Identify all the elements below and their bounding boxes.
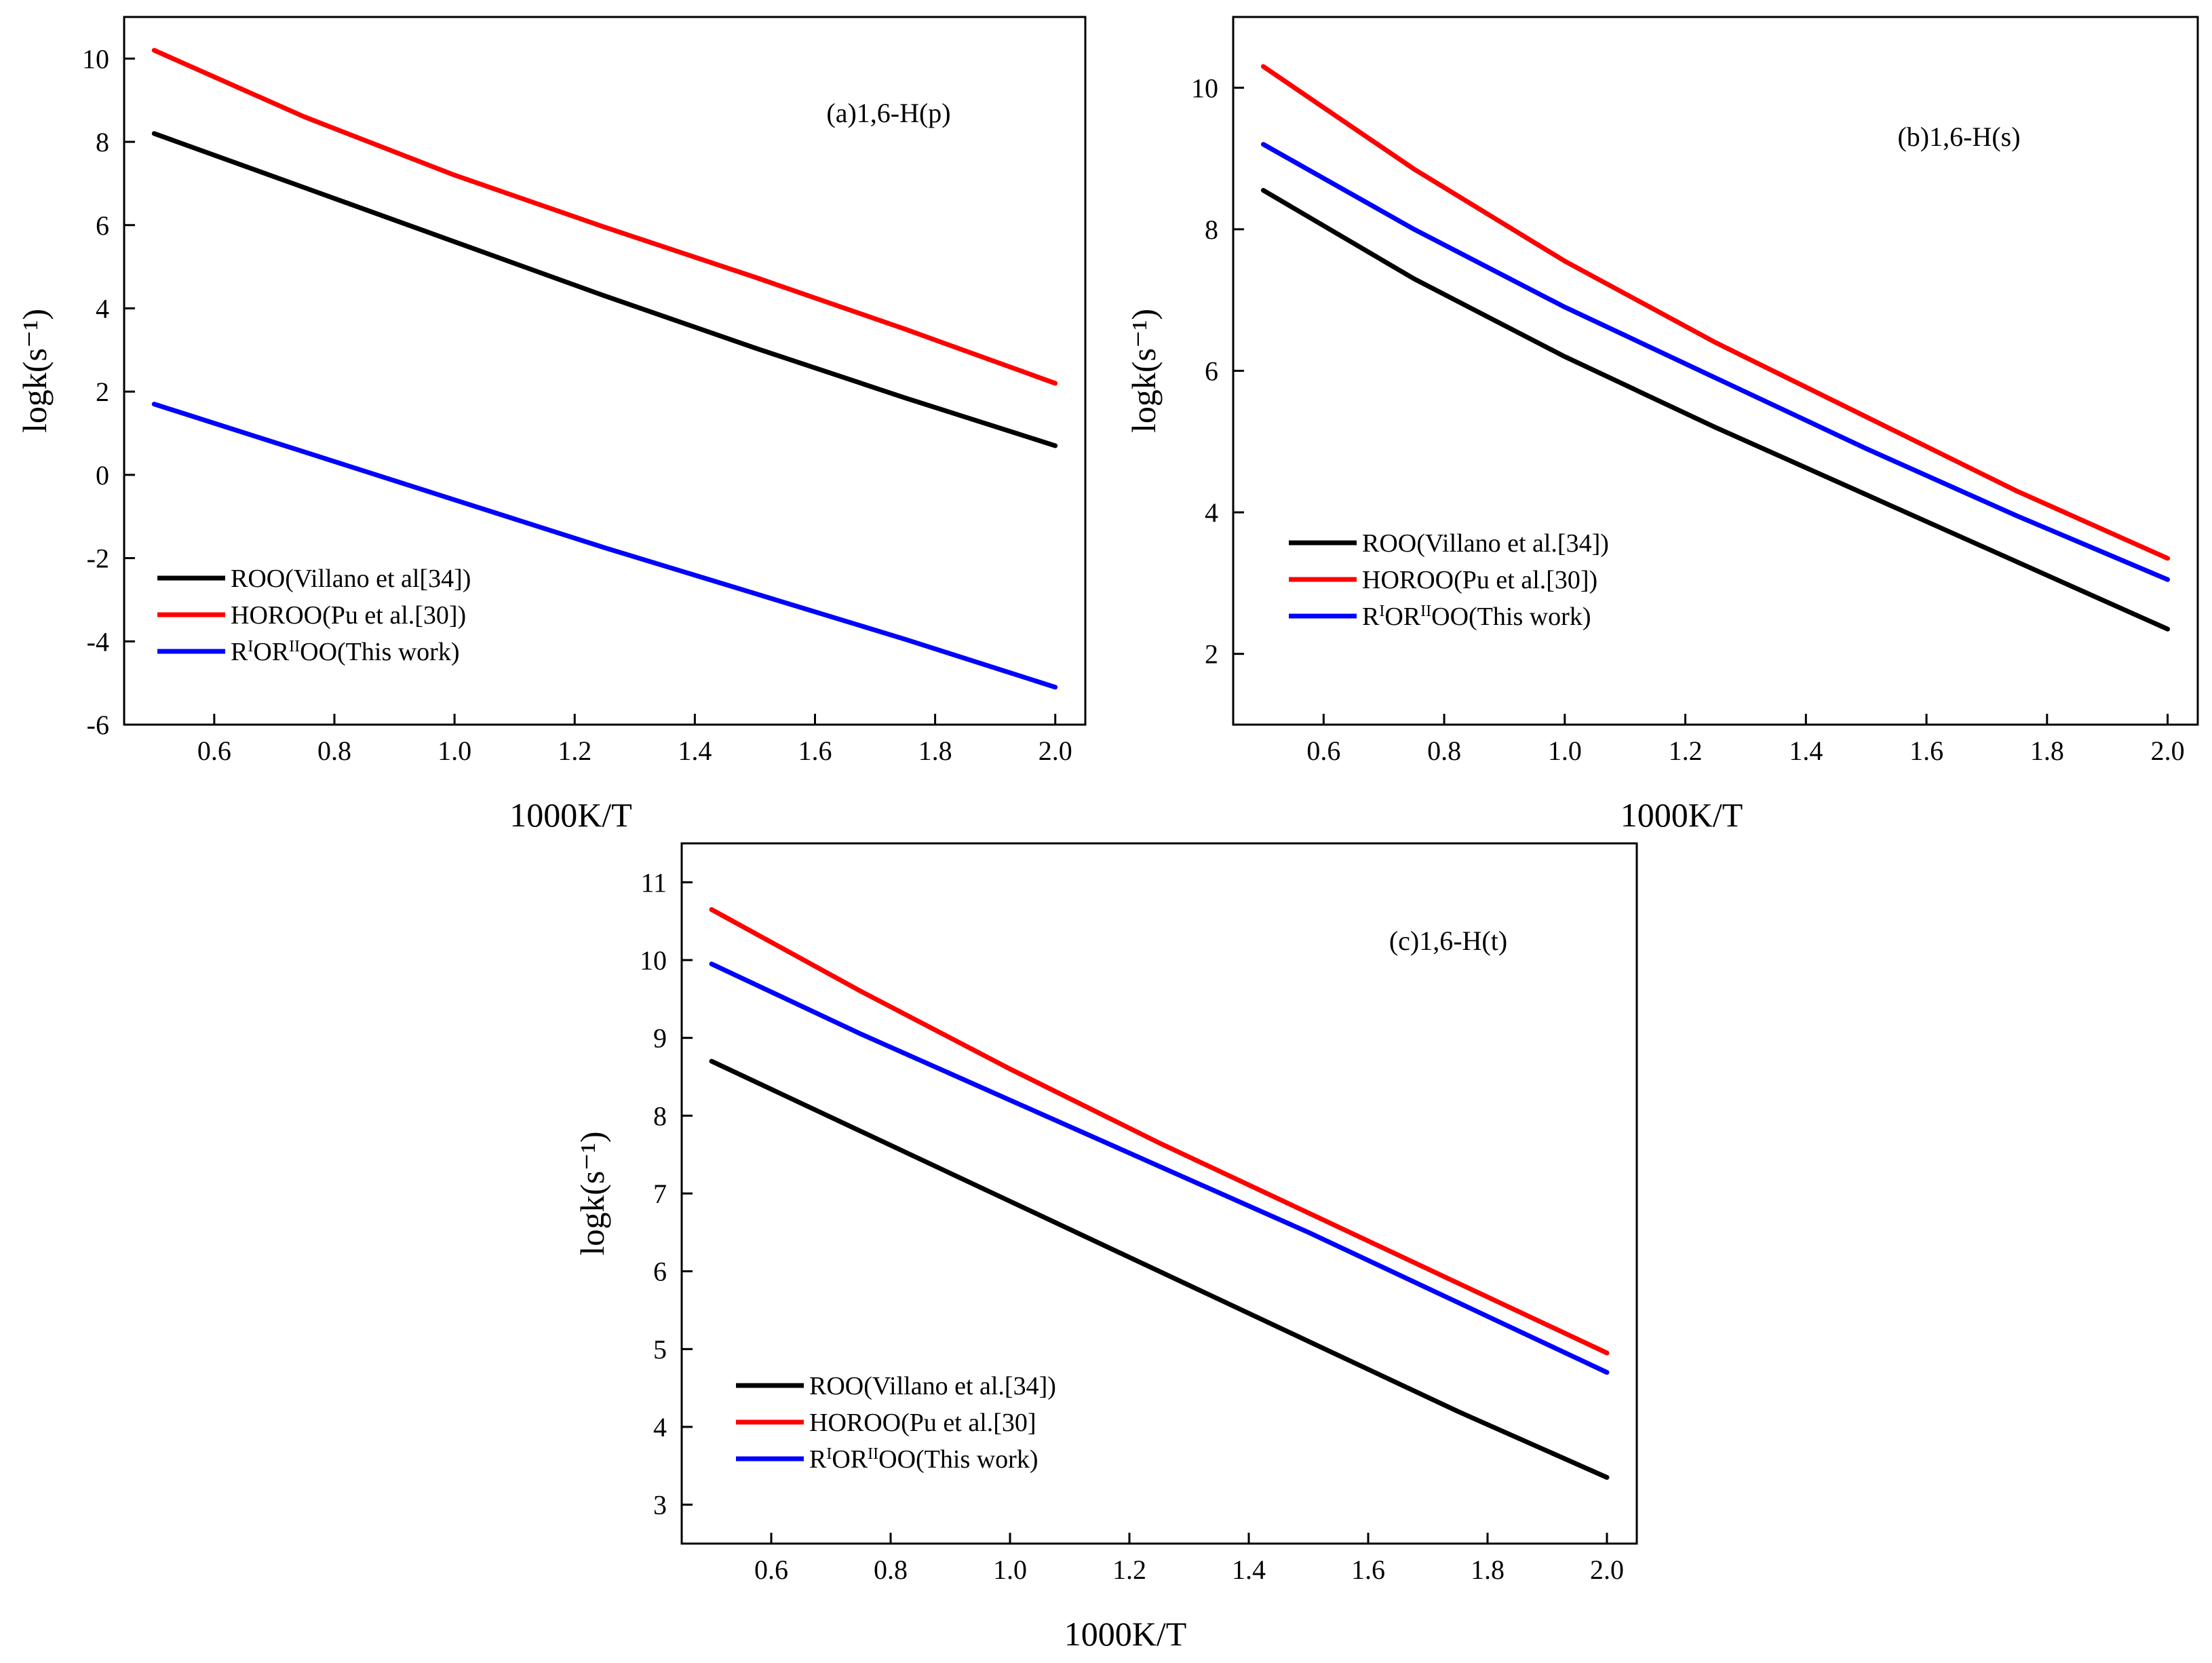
- y-tick-label: -4: [87, 626, 109, 657]
- x-tick-label: 0.6: [197, 735, 231, 766]
- x-tick-label: 1.6: [1351, 1554, 1385, 1585]
- x-tick-label: 1.8: [2030, 735, 2064, 766]
- x-tick-label: 1.6: [798, 735, 832, 766]
- y-tick-label: 3: [653, 1490, 667, 1521]
- panel-annotation: (b)1,6-H(s): [1897, 121, 2020, 152]
- legend-label-1: ROO(Villano et al.[34]): [809, 1372, 1056, 1400]
- x-tick-label: 0.6: [754, 1554, 788, 1585]
- y-tick-label: 9: [653, 1023, 667, 1054]
- x-tick-label: 1.6: [1909, 735, 1943, 766]
- x-tick-label: 1.8: [918, 735, 952, 766]
- x-tick-label: 0.8: [1427, 735, 1461, 766]
- x-tick-label: 1.2: [558, 735, 591, 766]
- x-axis-title: 1000K/T: [509, 796, 632, 834]
- y-tick-label: 4: [96, 293, 109, 324]
- legend-label-2: HOROO(Pu et al.[30]): [1362, 566, 1597, 594]
- y-tick-label: 4: [1205, 497, 1218, 528]
- series-line-2: [709, 907, 1610, 1356]
- series-line-3: [151, 402, 1058, 690]
- y-tick-label: 6: [96, 210, 109, 241]
- x-tick-label: 0.8: [317, 735, 351, 766]
- y-tick-label: 8: [1205, 214, 1218, 245]
- series-line-3: [709, 961, 1610, 1375]
- series-line-3: [1260, 142, 2171, 582]
- x-axis-title: 1000K/T: [1064, 1615, 1187, 1653]
- series-line-1: [1260, 188, 2171, 632]
- y-axis-title: logk(s⁻¹): [1125, 309, 1163, 433]
- legend-label-3: RIORIIOO(This work): [1362, 603, 1591, 631]
- legend-label-3: RIORIIOO(This work): [231, 638, 460, 666]
- x-tick-label: 2.0: [1039, 735, 1072, 766]
- x-tick-label: 1.4: [1789, 735, 1823, 766]
- chart-panel-c: 0.6 0.8 1.0 1.2 1.4 1.6 1.8 2.0 3 4 5 6 7 8 9 10 11 1000K…: [573, 842, 1638, 1653]
- y-tick-label: 2: [96, 377, 109, 407]
- y-axis-title: logk(s⁻¹): [573, 1131, 611, 1255]
- legend-label-2: HOROO(Pu et al.[30]): [231, 601, 466, 630]
- legend-label-2: HOROO(Pu et al.[30]: [809, 1409, 1036, 1437]
- chart-panel-b: 0.6 0.8 1.0 1.2 1.4 1.6 1.8 2.0 2 4 6 8 10 1000K/T log…: [1125, 16, 2199, 834]
- legend-label-1: ROO(Villano et al[34]): [231, 565, 471, 593]
- y-tick-label: -6: [87, 710, 109, 740]
- panel-annotation: (a)1,6-H(p): [826, 98, 950, 128]
- x-tick-label: 1.4: [1232, 1554, 1266, 1585]
- x-tick-label: 2.0: [1590, 1554, 1624, 1585]
- y-tick-label: 4: [653, 1412, 667, 1442]
- y-tick-label: 11: [640, 867, 667, 898]
- x-tick-label: 1.0: [438, 735, 471, 766]
- panel-annotation: (c)1,6-H(t): [1389, 925, 1507, 956]
- y-tick-label: 8: [653, 1101, 667, 1131]
- chart-panel-a: 0.6 0.8 1.0 1.2 1.4 1.6 1.8 2.0 -6 -4 -2 0 2 4 6 8 10 100…: [16, 16, 1087, 834]
- y-tick-label: 0: [96, 460, 109, 491]
- y-tick-label: 6: [653, 1257, 667, 1287]
- y-tick-label: 2: [1205, 639, 1218, 670]
- x-tick-label: 0.6: [1306, 735, 1340, 766]
- x-tick-label: 1.2: [1669, 735, 1703, 766]
- x-tick-label: 0.8: [874, 1554, 908, 1585]
- y-tick-label: 7: [653, 1179, 667, 1209]
- series-line-2: [151, 47, 1058, 386]
- x-tick-label: 1.8: [1471, 1554, 1505, 1585]
- y-axis-title: logk(s⁻¹): [16, 309, 54, 433]
- y-tick-label: 5: [653, 1334, 667, 1364]
- x-tick-label: 2.0: [2151, 735, 2185, 766]
- x-tick-label: 1.4: [678, 735, 712, 766]
- series-line-2: [1260, 64, 2171, 561]
- x-axis-title: 1000K/T: [1621, 796, 1743, 834]
- x-tick-label: 1.0: [1548, 735, 1582, 766]
- y-tick-label: 10: [1191, 73, 1218, 103]
- y-tick-label: 10: [82, 43, 109, 74]
- x-tick-label: 1.0: [993, 1554, 1027, 1585]
- series-line-1: [151, 131, 1058, 448]
- x-tick-label: 1.2: [1112, 1554, 1146, 1585]
- y-tick-label: 10: [640, 945, 667, 976]
- series-line-1: [709, 1058, 1610, 1480]
- y-tick-label: -2: [87, 543, 109, 574]
- legend-label-1: ROO(Villano et al.[34]): [1362, 529, 1609, 558]
- plot-frame: [123, 16, 1087, 726]
- legend-label-3: RIORIIOO(This work): [809, 1445, 1039, 1474]
- y-tick-label: 8: [96, 127, 109, 157]
- y-tick-label: 6: [1205, 356, 1218, 387]
